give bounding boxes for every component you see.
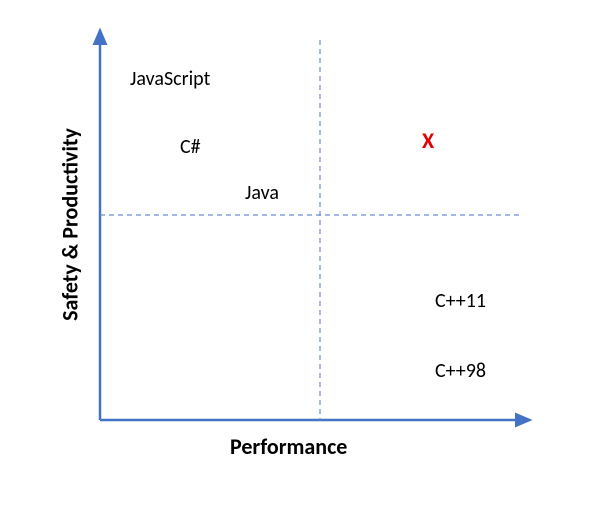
y-axis-title: Safety & Productivity bbox=[57, 105, 84, 345]
target-x-marker: X bbox=[422, 127, 434, 154]
quadrant-chart: Safety & Productivity Performance JavaSc… bbox=[40, 25, 540, 475]
x-axis-title-text: Performance bbox=[230, 433, 347, 460]
x-axis-title: Performance bbox=[230, 433, 347, 460]
point-javascript: JavaScript bbox=[130, 67, 210, 91]
point-java: Java bbox=[245, 181, 279, 205]
y-axis-title-text: Safety & Productivity bbox=[57, 128, 84, 321]
axes-svg bbox=[40, 25, 540, 475]
point-cpp11: C++11 bbox=[435, 289, 486, 313]
point-cpp98: C++98 bbox=[435, 359, 486, 383]
point-csharp: C# bbox=[180, 135, 201, 159]
